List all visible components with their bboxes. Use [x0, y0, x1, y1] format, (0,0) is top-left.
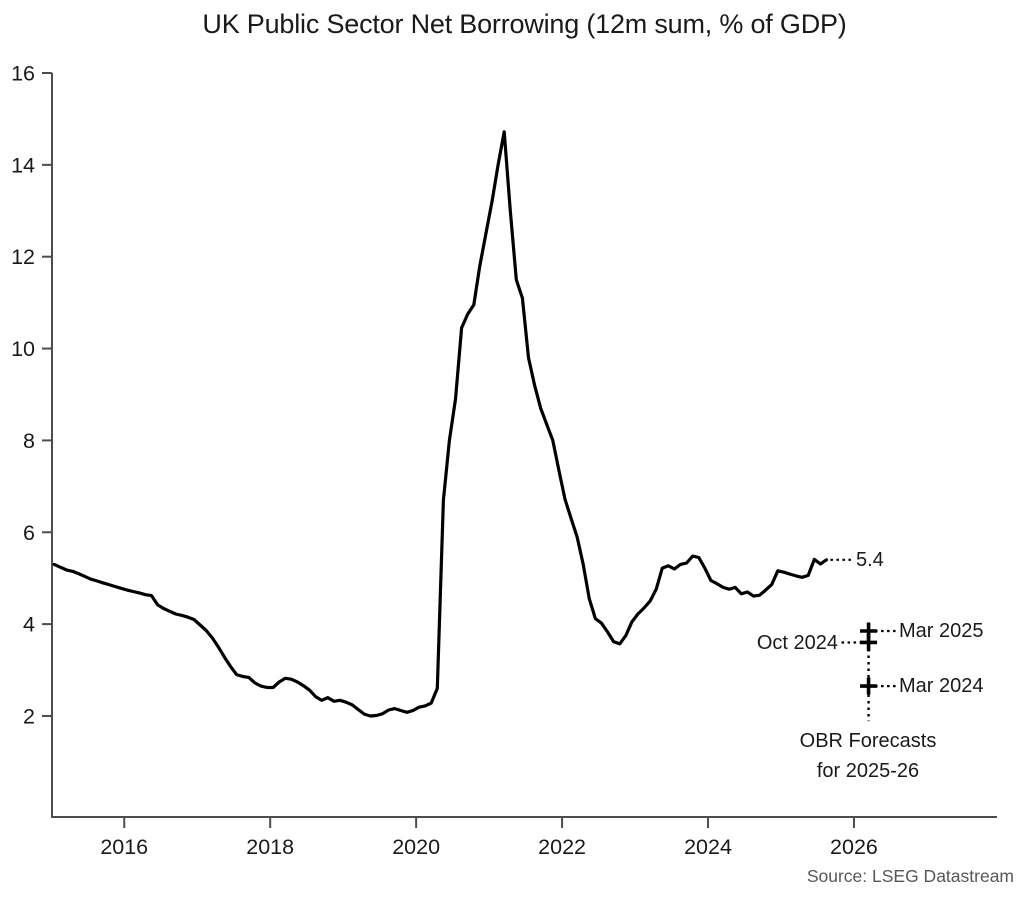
- y-tick-label: 12: [11, 245, 35, 269]
- y-tick-label: 6: [23, 521, 35, 545]
- x-tick-label: 2018: [246, 835, 294, 859]
- x-tick-label: 2016: [100, 835, 148, 859]
- end-value-label: 5.4: [856, 549, 884, 571]
- x-tick-label: 2026: [830, 835, 878, 859]
- y-tick-label: 10: [11, 337, 35, 361]
- source-label: Source: LSEG Datastream: [806, 866, 1014, 886]
- y-tick-label: 14: [11, 153, 35, 177]
- x-tick-label: 2020: [392, 835, 440, 859]
- data-line: [52, 130, 829, 718]
- annotation-oct-2024: Oct 2024: [756, 632, 838, 654]
- annotation-mar-2024: Mar 2024: [899, 675, 984, 697]
- y-tick-label: 16: [11, 62, 35, 86]
- axis-spines: [51, 73, 997, 818]
- x-tick-label: 2024: [684, 835, 732, 859]
- y-tick-label: 2: [23, 704, 35, 728]
- forecast-note: OBR Forecasts for 2025-26: [787, 726, 949, 786]
- forecast-note-line1: OBR Forecasts: [799, 730, 937, 752]
- chart-title: UK Public Sector Net Borrowing (12m sum,…: [202, 9, 847, 39]
- annotation-mar-2025: Mar 2025: [899, 620, 984, 642]
- y-tick-label: 4: [23, 613, 35, 637]
- x-tick-label: 2022: [538, 835, 586, 859]
- forecast-note-line2: for 2025-26: [816, 760, 920, 782]
- y-tick-label: 8: [23, 429, 35, 453]
